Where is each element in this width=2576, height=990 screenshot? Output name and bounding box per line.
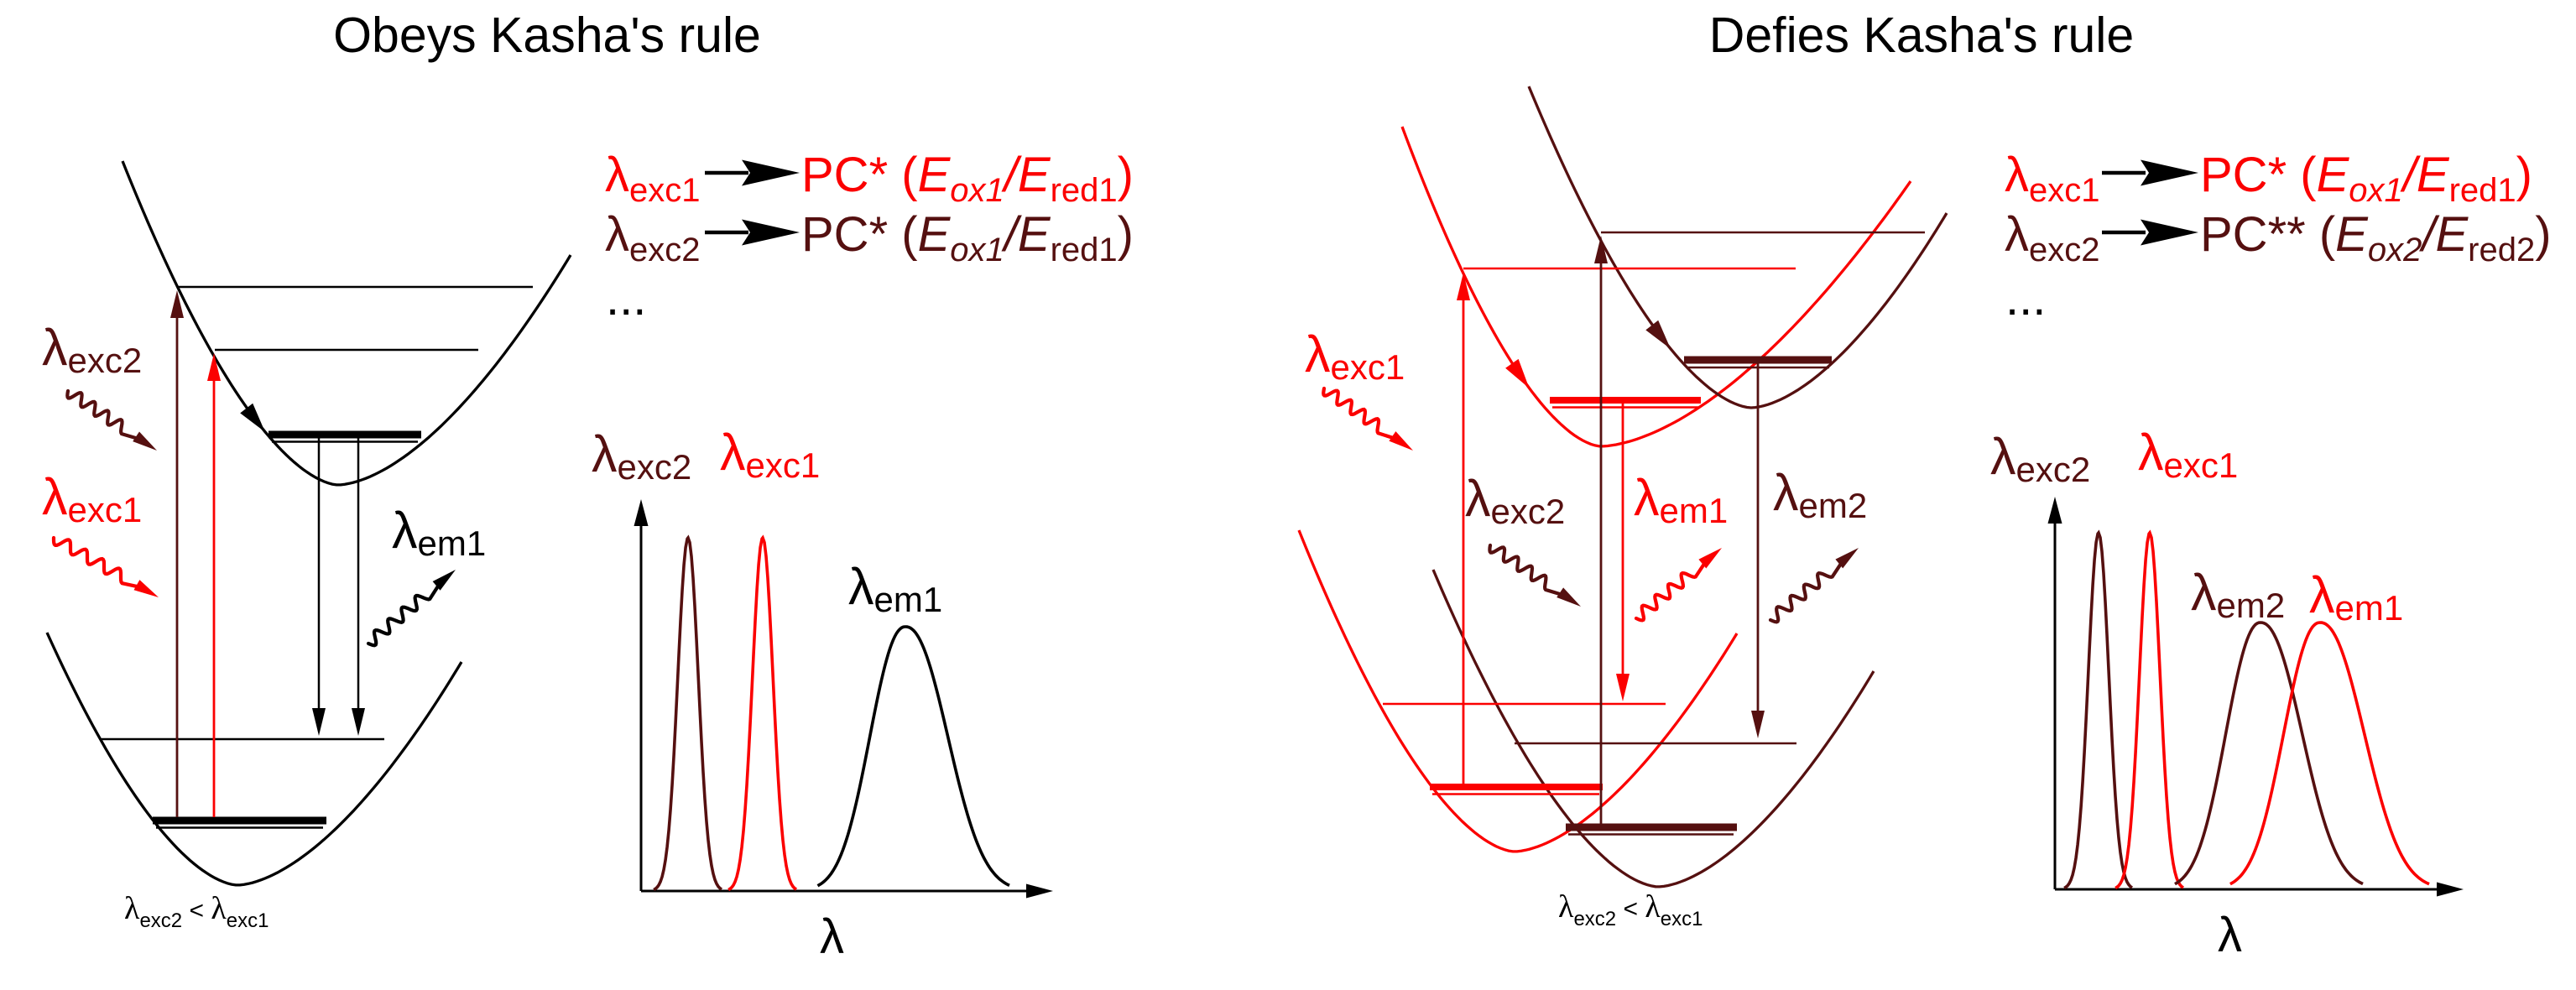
svg-text:Obeys Kasha's rule: Obeys Kasha's rule: [333, 8, 761, 63]
svg-text:λem1: λem1: [1634, 469, 1728, 530]
svg-text:λexc1: λexc1: [605, 148, 701, 209]
svg-text:λem1: λem1: [848, 558, 942, 619]
svg-text:λem1: λem1: [392, 502, 486, 563]
svg-text:λexc1: λexc1: [2138, 424, 2238, 485]
svg-text:λexc2: λexc2: [2005, 207, 2100, 268]
svg-text:λem2: λem2: [2191, 564, 2285, 625]
svg-text:λexc2: λexc2: [42, 319, 142, 380]
svg-text:λexc2: λexc2: [592, 425, 691, 487]
svg-text:λ: λ: [2218, 908, 2242, 962]
svg-text:...: ...: [2005, 271, 2046, 326]
svg-text:...: ...: [606, 271, 646, 326]
svg-text:λexc1: λexc1: [42, 468, 142, 529]
svg-text:λexc2 < λexc1: λexc2 < λexc1: [1558, 889, 1703, 930]
svg-text:λexc1: λexc1: [1305, 326, 1405, 387]
svg-text:Defies Kasha's rule: Defies Kasha's rule: [1709, 8, 2134, 63]
svg-text:λexc1: λexc1: [720, 424, 820, 485]
svg-text:λexc2: λexc2: [1465, 470, 1565, 531]
svg-text:λ: λ: [820, 909, 844, 964]
svg-text:λexc1: λexc1: [2005, 148, 2100, 209]
svg-text:PC* (Eox1/Ered1): PC* (Eox1/Ered1): [801, 148, 1134, 209]
svg-text:λexc2: λexc2: [1990, 428, 2090, 489]
svg-text:PC** (Eox2/Ered2): PC** (Eox2/Ered2): [2200, 207, 2552, 268]
svg-text:λexc2: λexc2: [605, 207, 701, 268]
svg-text:PC* (Eox1/Ered1): PC* (Eox1/Ered1): [2200, 148, 2532, 209]
svg-text:λem2: λem2: [1773, 464, 1867, 525]
svg-text:λexc2 < λexc1: λexc2 < λexc1: [124, 891, 269, 932]
svg-text:λem1: λem1: [2309, 566, 2403, 628]
svg-text:PC* (Eox1/Ered1): PC* (Eox1/Ered1): [801, 207, 1134, 268]
